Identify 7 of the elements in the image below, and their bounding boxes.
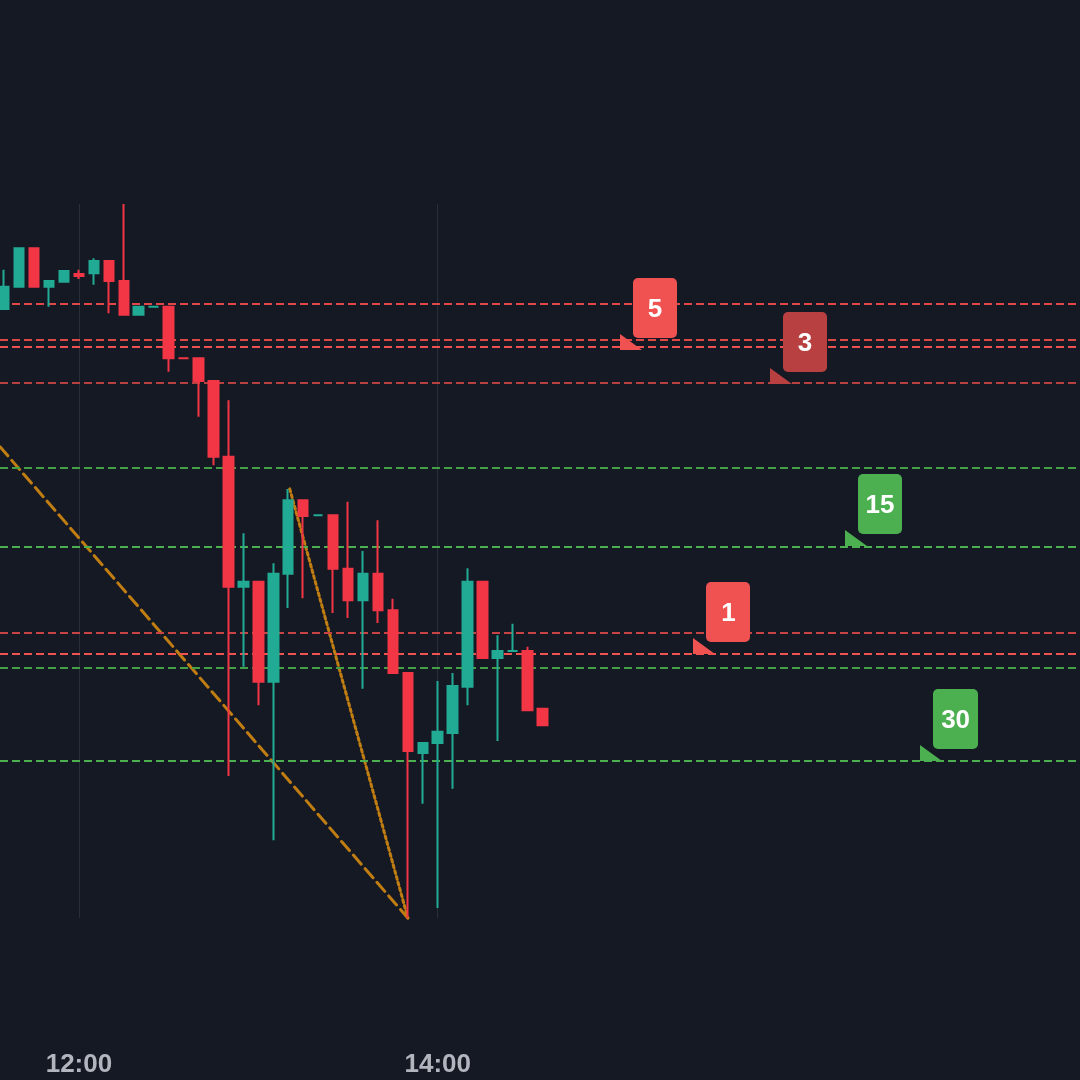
x-tick-label: 12:00 (45, 1048, 113, 1078)
annotation: 3 (783, 312, 828, 373)
annotation: 1 (706, 582, 751, 643)
annotation: 5 (632, 277, 677, 338)
x-tick-label: 14:00 (404, 1048, 471, 1078)
annotation: 15 (857, 474, 903, 535)
annotation: 30 (933, 689, 979, 750)
